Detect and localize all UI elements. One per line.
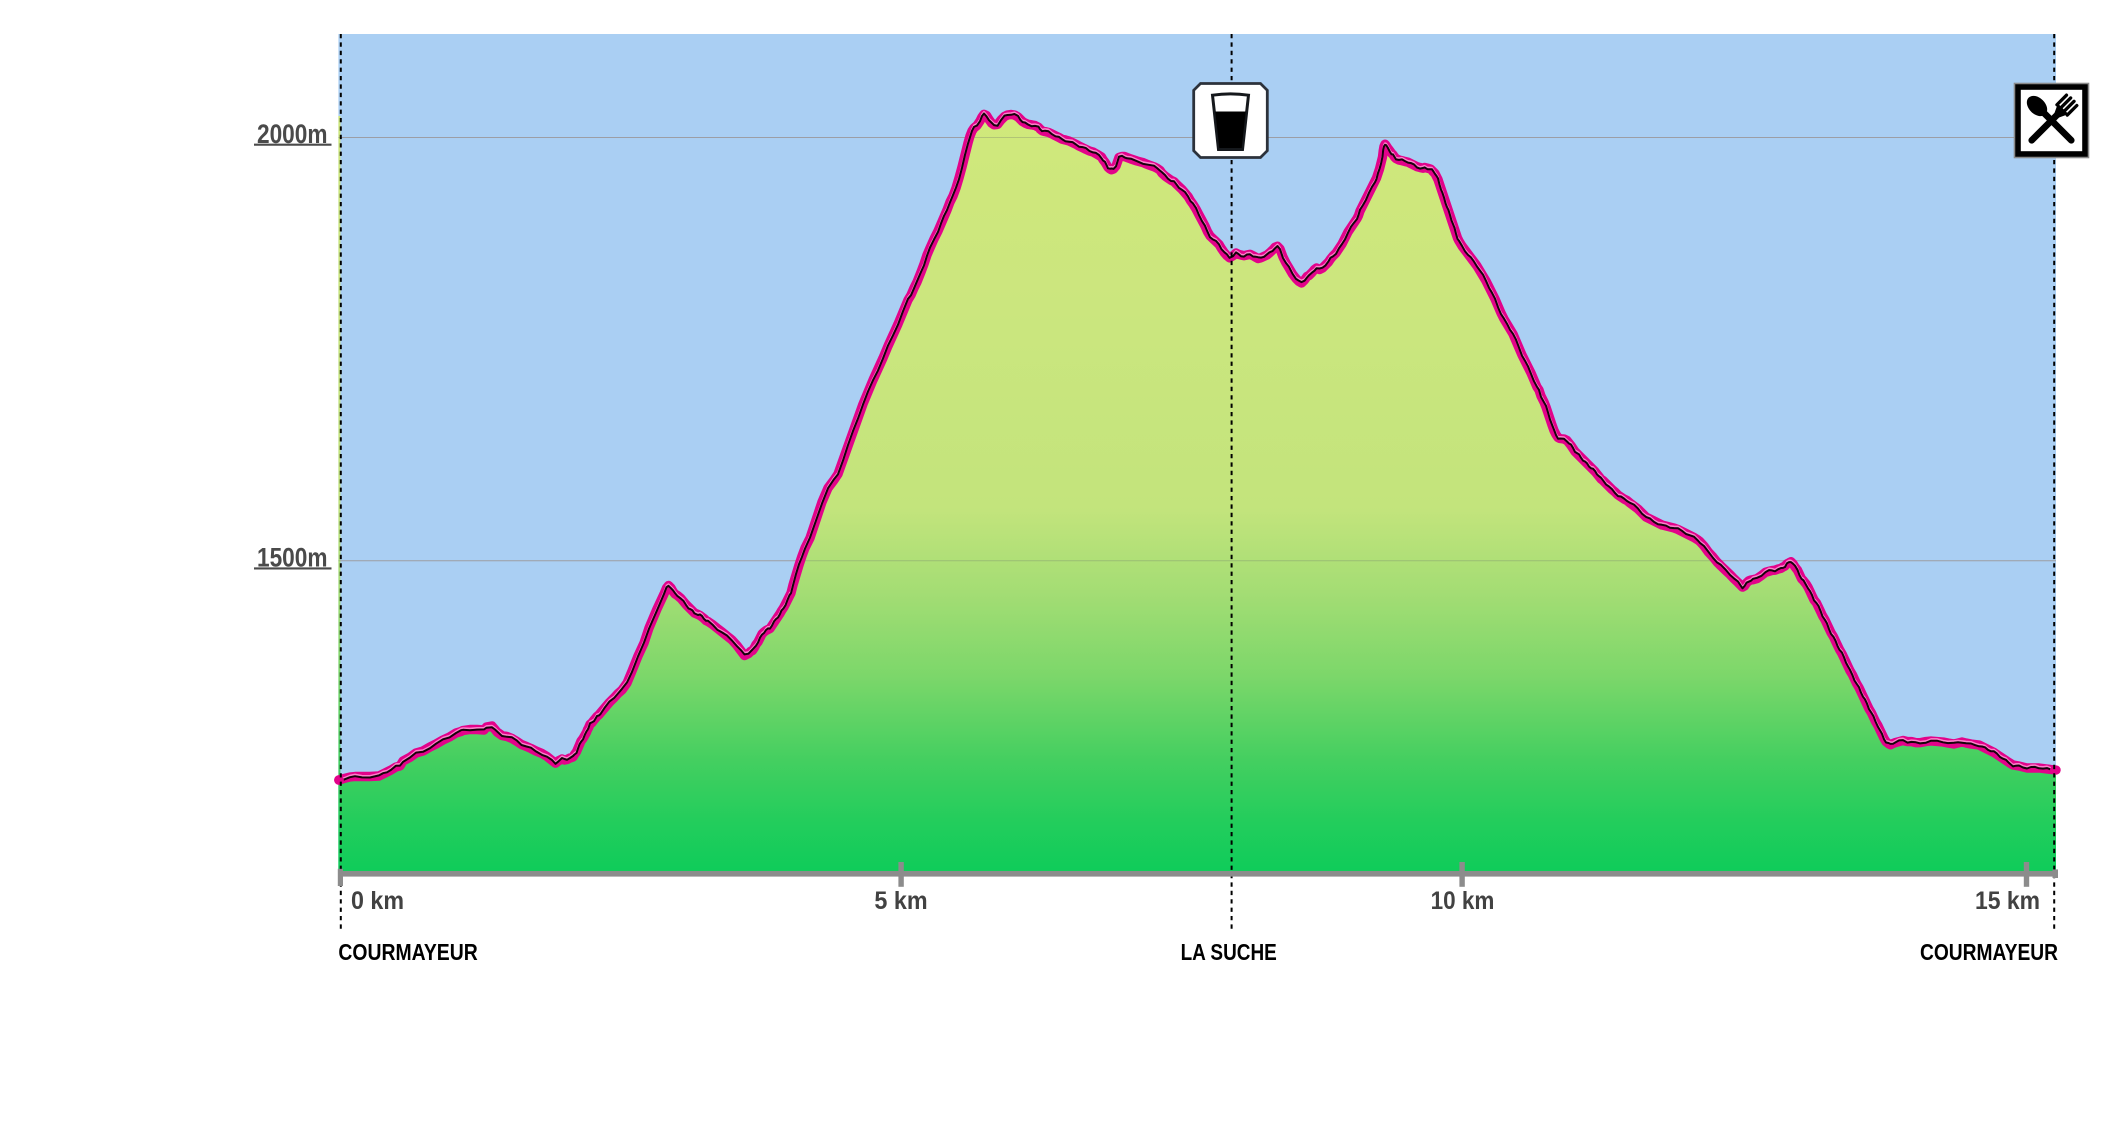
svg-text:0 km: 0 km (351, 887, 404, 915)
svg-text:5 km: 5 km (874, 887, 927, 915)
svg-text:1500m: 1500m (257, 542, 328, 572)
svg-text:COURMAYEUR: COURMAYEUR (338, 939, 478, 965)
svg-text:LA SUCHE: LA SUCHE (1181, 939, 1277, 965)
svg-text:COURMAYEUR: COURMAYEUR (1920, 939, 2058, 965)
svg-text:10 km: 10 km (1431, 887, 1495, 915)
svg-text:15 km: 15 km (1975, 887, 2040, 915)
